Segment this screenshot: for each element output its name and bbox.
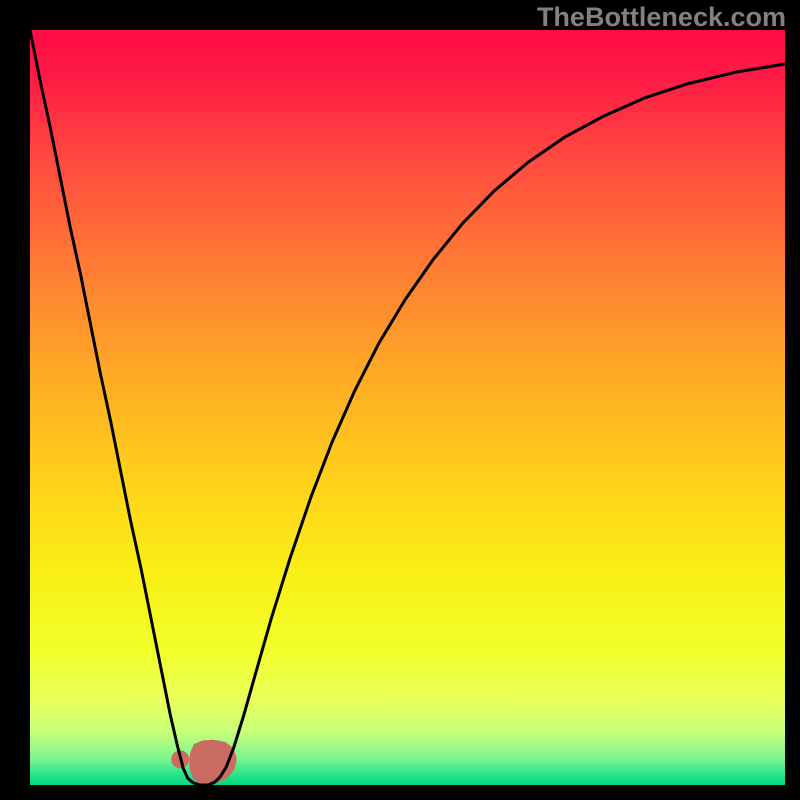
watermark-text: TheBottleneck.com (537, 2, 786, 33)
gradient-background (30, 30, 785, 785)
stage: TheBottleneck.com (0, 0, 800, 800)
chart-svg (30, 30, 785, 785)
plot-area (30, 30, 785, 785)
